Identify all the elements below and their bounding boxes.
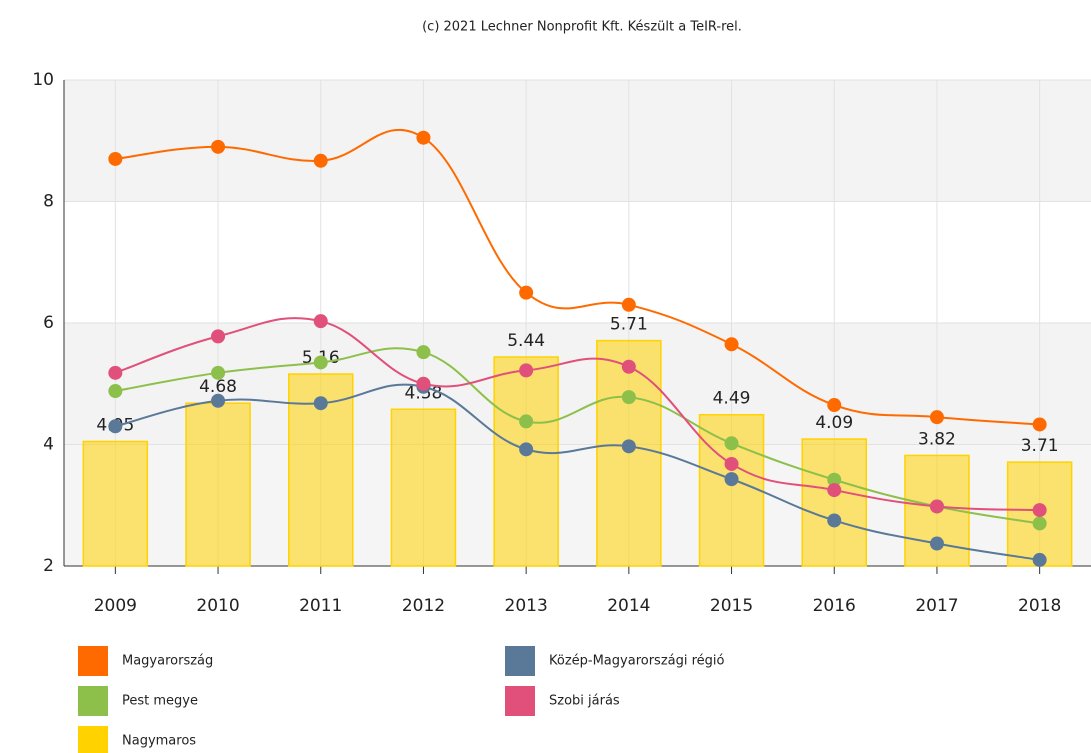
series-point <box>827 472 842 487</box>
x-tick-label: 2012 <box>402 596 445 616</box>
series-point <box>929 536 944 551</box>
bar-value-label: 4.49 <box>713 389 751 409</box>
y-tick-label: 4 <box>43 435 54 455</box>
series-point <box>416 376 431 391</box>
series-point <box>827 398 842 413</box>
series-line <box>115 317 1040 512</box>
series-point <box>519 285 534 300</box>
legend-swatch <box>505 686 535 716</box>
x-tick-label: 2010 <box>196 596 239 616</box>
bar-value-label: 5.44 <box>507 331 545 351</box>
series-point <box>724 456 739 471</box>
series-point <box>211 365 226 380</box>
series-point <box>313 314 328 329</box>
series-point <box>929 410 944 425</box>
series-point <box>313 355 328 370</box>
series-line <box>115 383 1040 561</box>
legend-swatch <box>78 726 108 753</box>
bar <box>801 438 867 567</box>
y-tick-label: 6 <box>43 313 54 333</box>
bar-value-label: 4.68 <box>199 377 237 397</box>
series-point <box>621 439 636 454</box>
x-tick-label: 2018 <box>1018 596 1061 616</box>
series-point <box>519 442 534 457</box>
legend-label: Nagymaros <box>122 734 196 749</box>
y-tick-label: 10 <box>32 70 54 90</box>
x-tick-label: 2017 <box>915 596 958 616</box>
legend-swatch <box>78 646 108 676</box>
series-point <box>108 419 123 434</box>
plot-band <box>64 201 1091 323</box>
series-point <box>416 130 431 145</box>
series-point <box>519 414 534 429</box>
bar-value-label: 5.71 <box>610 315 648 335</box>
legend-label: Pest megye <box>122 694 198 709</box>
x-tick-label: 2015 <box>710 596 753 616</box>
y-tick-label: 2 <box>43 556 54 576</box>
bar-value-label: 4.09 <box>815 413 853 433</box>
series-point <box>724 337 739 352</box>
legend-swatch <box>78 686 108 716</box>
series-point <box>621 359 636 374</box>
bar <box>390 408 457 567</box>
series-point <box>519 363 534 378</box>
series-point <box>1032 516 1047 531</box>
chart-title: (c) 2021 Lechner Nonprofit Kft. Készült … <box>422 20 742 35</box>
series-point <box>1032 503 1047 518</box>
series-point <box>211 329 226 344</box>
series-point <box>929 499 944 514</box>
bar-value-label: 3.71 <box>1021 436 1059 456</box>
series-point <box>108 365 123 380</box>
series-point <box>724 472 739 487</box>
series-point <box>211 139 226 154</box>
legend-swatch <box>505 646 535 676</box>
bar <box>82 440 149 567</box>
series-point <box>108 384 123 399</box>
series-point <box>1032 552 1047 567</box>
series-point <box>621 297 636 312</box>
series-point <box>724 436 739 451</box>
legend-label: Közép-Magyarországi régió <box>549 654 725 669</box>
series-point <box>211 393 226 408</box>
series-point <box>108 151 123 166</box>
y-tick-label: 8 <box>43 192 54 212</box>
legend-label: Magyarország <box>122 654 213 669</box>
x-tick-label: 2014 <box>607 596 650 616</box>
series-point <box>827 483 842 498</box>
plot-band <box>64 80 1091 202</box>
series-point <box>313 153 328 168</box>
bar <box>493 356 559 567</box>
series-point <box>313 396 328 411</box>
series-point <box>621 390 636 405</box>
x-tick-label: 2009 <box>94 596 137 616</box>
bar-value-label: 3.82 <box>918 429 956 449</box>
bar <box>185 402 251 567</box>
series-line <box>115 347 1040 525</box>
series-point <box>416 345 431 360</box>
x-tick-label: 2011 <box>299 596 342 616</box>
legend-label: Szobi járás <box>549 694 620 709</box>
series-point <box>1032 417 1047 432</box>
series-line <box>115 128 1040 426</box>
x-tick-label: 2013 <box>505 596 548 616</box>
x-tick-label: 2016 <box>813 596 856 616</box>
series-point <box>827 513 842 528</box>
